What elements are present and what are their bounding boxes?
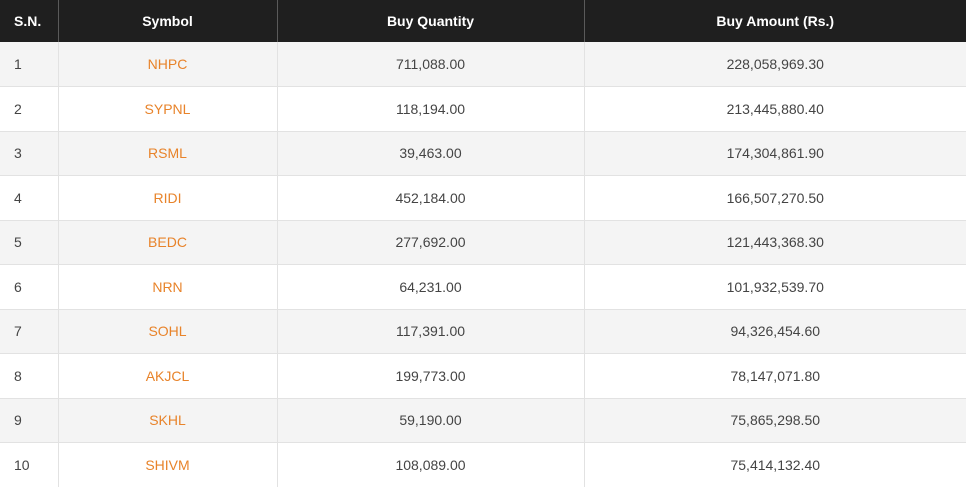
cell-symbol: BEDC bbox=[58, 220, 278, 265]
header-buy-amount[interactable]: Buy Amount (Rs.) bbox=[716, 13, 835, 29]
cell-sn: 10 bbox=[0, 442, 59, 487]
symbol-link[interactable]: SYPNL bbox=[144, 100, 191, 117]
cell-buy-amount: 166,507,270.50 bbox=[726, 189, 824, 206]
table-row: 8 AKJCL 199,773.00 78,147,071.80 bbox=[0, 353, 966, 398]
cell-buy-quantity: 199,773.00 bbox=[277, 353, 585, 398]
cell-symbol: SKHL bbox=[58, 398, 278, 443]
table-row: 2 SYPNL 118,194.00 213,445,880.40 bbox=[0, 86, 966, 131]
cell-symbol: RSML bbox=[58, 131, 278, 176]
cell-symbol: SYPNL bbox=[58, 86, 278, 131]
table-row: 5 BEDC 277,692.00 121,443,368.30 bbox=[0, 220, 966, 265]
cell-buy-quantity: 118,194.00 bbox=[277, 86, 585, 131]
symbol-link[interactable]: NHPC bbox=[147, 56, 188, 72]
table-row: 9 SKHL 59,190.00 75,865,298.50 bbox=[0, 398, 966, 443]
header-row: S.N. Symbol Buy Quantity Buy Amount (Rs.… bbox=[0, 0, 966, 42]
symbol-link[interactable]: SOHL bbox=[148, 323, 187, 340]
table-header: S.N. Symbol Buy Quantity Buy Amount (Rs.… bbox=[0, 0, 966, 42]
cell-sn: 9 bbox=[0, 398, 59, 443]
cell-buy-amount: 213,445,880.40 bbox=[726, 100, 824, 117]
cell-buy-amount: 78,147,071.80 bbox=[730, 367, 821, 384]
cell-symbol: NHPC bbox=[58, 42, 278, 87]
symbol-link[interactable]: AKJCL bbox=[145, 367, 190, 384]
header-buy-quantity[interactable]: Buy Quantity bbox=[277, 0, 585, 42]
table-row: 1 NHPC 711,088.00 228,058,969.30 bbox=[0, 42, 966, 87]
cell-buy-amount: 121,443,368.30 bbox=[726, 234, 824, 251]
symbol-link[interactable]: NRN bbox=[152, 278, 183, 295]
cell-sn: 3 bbox=[0, 131, 59, 176]
cell-buy-amount: 75,865,298.50 bbox=[730, 412, 821, 429]
cell-buy-quantity: 59,190.00 bbox=[277, 398, 585, 443]
symbol-link[interactable]: SHIVM bbox=[145, 456, 190, 473]
cell-buy-quantity: 452,184.00 bbox=[277, 175, 585, 220]
cell-buy-amount: 228,058,969.30 bbox=[726, 56, 824, 72]
cell-buy-quantity: 277,692.00 bbox=[277, 220, 585, 265]
cell-sn: 4 bbox=[0, 175, 59, 220]
cell-buy-amount: 75,414,132.40 bbox=[730, 456, 821, 473]
header-sn[interactable]: S.N. bbox=[0, 0, 59, 42]
table-row: 4 RIDI 452,184.00 166,507,270.50 bbox=[0, 175, 966, 220]
cell-buy-amount: 94,326,454.60 bbox=[730, 323, 821, 340]
cell-symbol: AKJCL bbox=[58, 353, 278, 398]
cell-sn: 2 bbox=[0, 86, 59, 131]
symbol-link[interactable]: RIDI bbox=[153, 189, 182, 206]
table-row: 3 RSML 39,463.00 174,304,861.90 bbox=[0, 131, 966, 176]
symbol-link[interactable]: RSML bbox=[148, 145, 187, 162]
cell-buy-quantity: 117,391.00 bbox=[277, 309, 585, 354]
cell-sn: 7 bbox=[0, 309, 59, 354]
cell-buy-quantity: 39,463.00 bbox=[277, 131, 585, 176]
cell-symbol: NRN bbox=[58, 264, 278, 309]
cell-sn: 5 bbox=[0, 220, 59, 265]
table-row: 10 SHIVM 108,089.00 75,414,132.40 bbox=[0, 442, 966, 487]
header-symbol[interactable]: Symbol bbox=[58, 0, 278, 42]
cell-symbol: RIDI bbox=[58, 175, 278, 220]
cell-buy-amount: 174,304,861.90 bbox=[726, 145, 824, 162]
symbol-link[interactable]: BEDC bbox=[148, 234, 187, 251]
cell-sn: 6 bbox=[0, 264, 59, 309]
cell-symbol: SHIVM bbox=[58, 442, 278, 487]
table-body: 1 NHPC 711,088.00 228,058,969.30 2 SYPNL… bbox=[0, 42, 966, 487]
cell-buy-quantity: 64,231.00 bbox=[277, 264, 585, 309]
cell-buy-quantity: 711,088.00 bbox=[277, 42, 585, 87]
table-row: 7 SOHL 117,391.00 94,326,454.60 bbox=[0, 309, 966, 354]
cell-sn: 8 bbox=[0, 353, 59, 398]
cell-sn: 1 bbox=[0, 42, 59, 87]
cell-buy-quantity: 108,089.00 bbox=[277, 442, 585, 487]
symbol-link[interactable]: SKHL bbox=[149, 412, 186, 429]
cell-buy-amount: 101,932,539.70 bbox=[726, 278, 824, 295]
cell-symbol: SOHL bbox=[58, 309, 278, 354]
table-row: 6 NRN 64,231.00 101,932,539.70 bbox=[0, 264, 966, 309]
